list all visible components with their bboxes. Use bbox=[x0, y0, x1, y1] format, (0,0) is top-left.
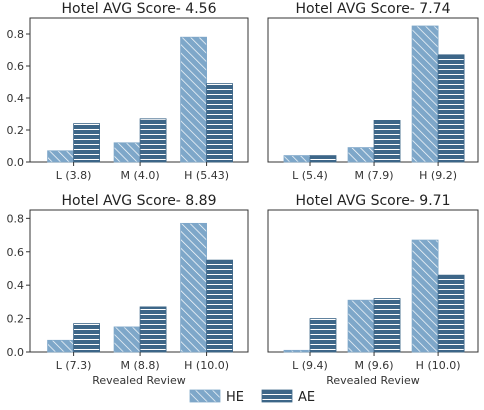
y-tick-label: 0.8 bbox=[7, 28, 25, 41]
bar-ae-1 bbox=[309, 155, 337, 163]
bar-ae-3 bbox=[206, 259, 233, 353]
bar-he-3 bbox=[180, 36, 207, 163]
y-tick-label: 0.0 bbox=[7, 346, 25, 359]
x-tick-label: M (9.6) bbox=[355, 359, 394, 372]
bar-he-1 bbox=[47, 339, 74, 353]
chart-title: Hotel AVG Score- 8.89 bbox=[62, 193, 217, 209]
bar-he-1 bbox=[283, 349, 311, 353]
x-tick-label: L (5.4) bbox=[292, 169, 328, 182]
x-axis-label: Revealed Review bbox=[92, 374, 185, 387]
bar-ae-3 bbox=[437, 274, 465, 353]
chart-panel-1: Hotel AVG Score- 4.56 0.0 0.2 0.4 0.6 0.8 L (3… bbox=[7, 1, 249, 182]
chart-panel-2: Hotel AVG Score- 7.74 L (5.4) M (7.9) H (9.… bbox=[267, 1, 479, 182]
x-tick-label: L (7.3) bbox=[56, 359, 92, 372]
y-tick-label: 0.2 bbox=[7, 124, 25, 137]
chart-panel-3: Hotel AVG Score- 8.89 0.0 0.2 0.4 0.6 0.8 L (7… bbox=[7, 193, 249, 387]
x-tick-label: H (10.0) bbox=[184, 359, 229, 372]
bar-ae-2 bbox=[139, 306, 167, 353]
x-tick-label: M (4.0) bbox=[121, 169, 160, 182]
bar-he-2 bbox=[113, 142, 141, 163]
x-tick-label: L (3.8) bbox=[56, 169, 92, 182]
y-tick-label: 0.2 bbox=[7, 313, 25, 326]
y-tick-label: 0.6 bbox=[7, 246, 25, 259]
bar-he-1 bbox=[47, 150, 74, 163]
y-tick-label: 0.0 bbox=[7, 156, 25, 169]
bar-ae-3 bbox=[206, 83, 233, 163]
bar-ae-1 bbox=[73, 323, 100, 353]
chart-title: Hotel AVG Score- 4.56 bbox=[62, 1, 217, 17]
bar-ae-2 bbox=[139, 118, 167, 163]
bar-he-3 bbox=[180, 222, 207, 353]
x-tick-label: M (8.8) bbox=[121, 359, 160, 372]
legend-label-ae: AE bbox=[298, 390, 315, 405]
bar-ae-1 bbox=[73, 123, 100, 163]
bar-ae-3 bbox=[437, 54, 465, 163]
y-tick-label: 0.4 bbox=[7, 92, 25, 105]
x-tick-label: H (9.2) bbox=[419, 169, 457, 182]
chart-panel-4: Hotel AVG Score- 9.71 L (9.4) M (9.6) H (10… bbox=[267, 193, 479, 387]
legend-swatch-ae bbox=[261, 389, 293, 403]
x-tick-label: H (5.43) bbox=[184, 169, 229, 182]
chart-legend: HE AE bbox=[189, 389, 315, 405]
legend-swatch-he bbox=[189, 389, 221, 403]
y-tick-label: 0.6 bbox=[7, 60, 25, 73]
x-tick-label: H (10.0) bbox=[416, 359, 461, 372]
x-tick-label: L (9.4) bbox=[292, 359, 328, 372]
bar-he-2 bbox=[347, 299, 375, 353]
bar-he-2 bbox=[113, 326, 141, 353]
bar-he-2 bbox=[347, 147, 375, 163]
bar-he-3 bbox=[411, 239, 439, 353]
chart-title: Hotel AVG Score- 7.74 bbox=[296, 1, 451, 17]
bar-he-3 bbox=[411, 25, 439, 163]
chart-title: Hotel AVG Score- 9.71 bbox=[296, 193, 451, 209]
y-tick-label: 0.4 bbox=[7, 279, 25, 292]
y-tick-label: 0.8 bbox=[7, 212, 25, 225]
bar-ae-2 bbox=[373, 298, 401, 353]
legend-label-he: HE bbox=[226, 390, 244, 405]
bar-ae-2 bbox=[373, 120, 401, 163]
x-axis-label: Revealed Review bbox=[326, 374, 419, 387]
bar-ae-1 bbox=[309, 318, 337, 353]
x-tick-label: M (7.9) bbox=[355, 169, 394, 182]
bar-he-1 bbox=[283, 155, 311, 163]
